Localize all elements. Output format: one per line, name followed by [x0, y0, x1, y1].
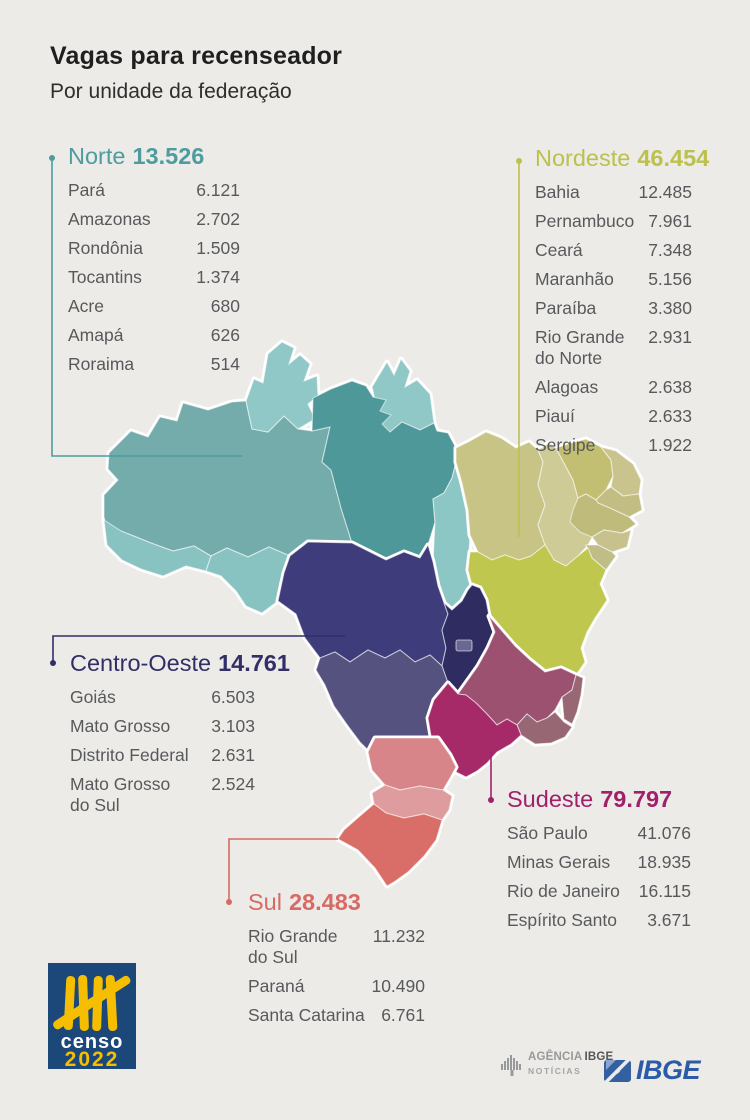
map-region-centro-oeste [277, 541, 496, 753]
state-mato-grosso [277, 541, 449, 668]
region-block-sul: Sul 28.483 Rio Grande do Sul 11.232 Paraná… [248, 889, 425, 1026]
map-region-norte [103, 341, 473, 614]
list-item: Ceará 7.348 [535, 240, 692, 260]
list-item: Amazonas 2.702 [68, 209, 240, 229]
region-list: Bahia 12.485 Pernambuco 7.961 Ceará 7.348 M… [535, 182, 692, 456]
connector-norte [49, 155, 242, 457]
region-list: São Paulo 41.076 Minas Gerais 18.935 Rio d… [507, 823, 691, 931]
list-item: Goiás 6.503 [70, 687, 255, 707]
agencia-sublabel: NOTÍCIAS [528, 1065, 582, 1076]
censo-2022-logo: censo 2022 [48, 963, 136, 1074]
ibge-wordmark: IBGE [636, 1055, 701, 1085]
region-name: Sudeste [507, 786, 594, 812]
list-item: Mato Grosso 3.103 [70, 716, 255, 736]
list-item: Mato Grosso do Sul 2.524 [70, 774, 255, 815]
state-roraima [245, 341, 319, 433]
ibge-logo: IBGE [604, 1055, 701, 1086]
agencia-ibge-logo: AGÊNCIA IBGE NOTÍCIAS [500, 1051, 614, 1078]
list-item: Amapá 626 [68, 325, 240, 345]
page-title: Vagas para recenseador [50, 42, 343, 70]
list-item: Distrito Federal 2.631 [70, 745, 255, 765]
list-item: Rio Grande do Sul 11.232 [248, 926, 425, 967]
agencia-tree-icon [501, 1055, 521, 1076]
list-item: Maranhão 5.156 [535, 269, 692, 289]
region-total: 14.761 [218, 650, 290, 676]
list-item: Pará 6.121 [68, 180, 240, 200]
list-item: Roraima 514 [68, 354, 240, 374]
censo-logo-graphic: censo 2022 [48, 963, 136, 1071]
list-item: Espírito Santo 3.671 [507, 910, 691, 930]
list-item: Tocantins 1.374 [68, 267, 240, 287]
connector-nordeste [516, 158, 522, 537]
state-espirito-santo [561, 674, 584, 725]
region-header-sul: Sul 28.483 [248, 889, 425, 916]
region-total: 28.483 [288, 889, 361, 915]
region-list: Goiás 6.503 Mato Grosso 3.103 Distrito Fed… [70, 687, 255, 816]
connector-sul [226, 838, 338, 905]
region-block-nordeste: Nordeste 46.454 Bahia 12.485 Pernambuco 7.9… [535, 145, 709, 456]
region-header-sudeste: Sudeste 79.797 [507, 786, 691, 813]
map-region-sul [337, 737, 457, 887]
connector-centro-oeste [50, 635, 345, 666]
list-item: Acre 680 [68, 296, 240, 316]
region-header-nordeste: Nordeste 46.454 [535, 145, 709, 172]
region-list: Rio Grande do Sul 11.232 Paraná 10.490 San… [248, 926, 425, 1026]
list-item: Pernambuco 7.961 [535, 211, 692, 231]
region-total: 79.797 [600, 786, 673, 812]
list-item: Rio Grande do Norte 2.931 [535, 327, 692, 368]
region-name: Centro-Oeste [70, 650, 212, 676]
connector-sudeste [488, 752, 494, 803]
region-total: 46.454 [637, 145, 710, 171]
region-name: Nordeste [535, 145, 631, 171]
agencia-label-bold: IBGE [584, 1051, 614, 1063]
region-block-centro-oeste: Centro-Oeste 14.761 Goiás 6.503 Mato Gross… [70, 650, 290, 816]
list-item: São Paulo 41.076 [507, 823, 691, 843]
region-name: Sul [248, 889, 282, 915]
region-name: Norte [68, 143, 126, 169]
tally-marks-icon [53, 974, 131, 1032]
list-item: Paraíba 3.380 [535, 298, 692, 318]
list-item: Paraná 10.490 [248, 976, 425, 996]
region-list: Pará 6.121 Amazonas 2.702 Rondônia 1.509 To… [68, 180, 240, 375]
state-pernambuco [569, 493, 637, 538]
list-item: Minas Gerais 18.935 [507, 852, 691, 872]
region-block-norte: Norte 13.526 Pará 6.121 Amazonas 2.702 Rond… [68, 143, 240, 375]
ibge-mark-icon [604, 1058, 631, 1083]
region-block-sudeste: Sudeste 79.797 São Paulo 41.076 Minas Gera… [507, 786, 691, 931]
censo-year: 2022 [65, 1048, 120, 1069]
map-region-nordeste [455, 431, 643, 676]
region-header-norte: Norte 13.526 [68, 143, 240, 170]
page-subtitle: Por unidade da federação [50, 80, 292, 103]
state-distrito-federal [455, 639, 473, 652]
list-item: Rio de Janeiro 16.115 [507, 881, 691, 901]
list-item: Sergipe 1.922 [535, 435, 692, 455]
list-item: Bahia 12.485 [535, 182, 692, 202]
list-item: Piauí 2.633 [535, 406, 692, 426]
list-item: Rondônia 1.509 [68, 238, 240, 258]
region-header-centro-oeste: Centro-Oeste 14.761 [70, 650, 290, 677]
state-rio-grande-do-sul [337, 803, 443, 887]
agencia-label: AGÊNCIA [528, 1051, 583, 1063]
region-total: 13.526 [132, 143, 205, 169]
censo-wordmark: censo [61, 1031, 124, 1053]
list-item: Santa Catarina 6.761 [248, 1005, 425, 1025]
list-item: Alagoas 2.638 [535, 377, 692, 397]
